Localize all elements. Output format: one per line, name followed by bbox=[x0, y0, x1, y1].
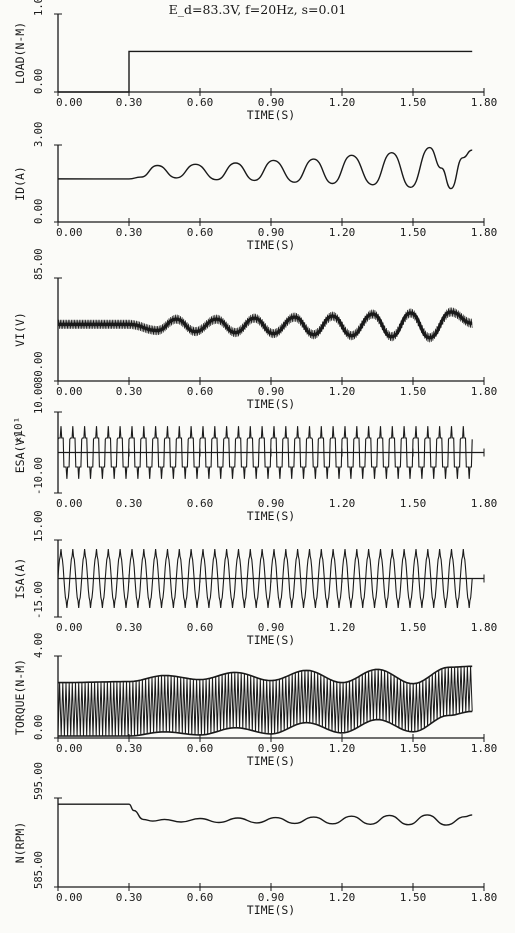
x-tick-label: 0.60 bbox=[187, 96, 214, 109]
x-tick-label: 0.90 bbox=[258, 226, 285, 239]
x-tick-label: 0.30 bbox=[116, 621, 143, 634]
x-tick-label: 0.00 bbox=[56, 96, 83, 109]
y-tick-label: 0.00 bbox=[33, 69, 45, 94]
x-tick-label: 0.00 bbox=[56, 226, 83, 239]
x-axis-label: TIME(S) bbox=[247, 754, 295, 768]
x-tick-label: 1.50 bbox=[400, 742, 427, 755]
x-tick-label: 1.20 bbox=[329, 497, 356, 510]
y-axis-label: TORQUE(N-M) bbox=[13, 659, 27, 735]
x-tick-label: 0.90 bbox=[258, 891, 285, 904]
x-tick-label: 1.50 bbox=[400, 497, 427, 510]
x-tick-label: 0.30 bbox=[116, 891, 143, 904]
y-axis-label: VI(V) bbox=[13, 312, 27, 347]
x-tick-label: 0.00 bbox=[56, 742, 83, 755]
x-tick-label: 0.90 bbox=[258, 497, 285, 510]
y-tick-label: -10.00 bbox=[33, 457, 45, 495]
x-tick-label: 0.90 bbox=[258, 742, 285, 755]
y-multiplier-label: ×10¹ bbox=[12, 417, 25, 444]
y-tick-label: 0.00 bbox=[33, 715, 45, 740]
y-tick-label: 80.00 bbox=[33, 351, 45, 383]
x-tick-label: 0.60 bbox=[187, 385, 214, 398]
y-axis-label: ISA(A) bbox=[13, 558, 27, 600]
x-tick-label: 1.50 bbox=[400, 96, 427, 109]
y-axis-label: N(RPM) bbox=[13, 822, 27, 864]
y-tick-label: 3.00 bbox=[33, 122, 45, 147]
x-axis-label: TIME(S) bbox=[247, 397, 295, 411]
y-tick-label: 10.00 bbox=[33, 382, 45, 414]
x-tick-label: 1.50 bbox=[400, 385, 427, 398]
x-tick-label: 1.80 bbox=[471, 891, 498, 904]
x-tick-label: 1.80 bbox=[471, 226, 498, 239]
y-tick-label: 15.00 bbox=[33, 510, 45, 542]
x-tick-label: 1.20 bbox=[329, 621, 356, 634]
x-tick-label: 1.80 bbox=[471, 742, 498, 755]
y-axis-label: ID(A) bbox=[13, 166, 27, 201]
x-axis-label: TIME(S) bbox=[247, 238, 295, 252]
data-line bbox=[57, 426, 473, 479]
x-tick-label: 0.60 bbox=[187, 742, 214, 755]
x-tick-label: 0.00 bbox=[56, 497, 83, 510]
x-tick-label: 1.20 bbox=[329, 96, 356, 109]
x-tick-label: 0.90 bbox=[258, 621, 285, 634]
y-tick-label: 85.00 bbox=[33, 248, 45, 280]
x-tick-label: 1.80 bbox=[471, 621, 498, 634]
data-line bbox=[57, 666, 473, 737]
x-tick-label: 0.90 bbox=[258, 96, 285, 109]
x-tick-label: 0.00 bbox=[56, 621, 83, 634]
x-tick-label: 1.80 bbox=[471, 497, 498, 510]
y-tick-label: -15.00 bbox=[33, 581, 45, 619]
x-tick-label: 0.60 bbox=[187, 497, 214, 510]
data-line bbox=[57, 146, 473, 190]
x-tick-label: 1.50 bbox=[400, 226, 427, 239]
y-tick-label: 1.00 bbox=[33, 0, 45, 16]
x-axis-label: TIME(S) bbox=[247, 509, 295, 523]
x-tick-label: 1.50 bbox=[400, 891, 427, 904]
x-tick-label: 1.80 bbox=[471, 96, 498, 109]
x-tick-label: 0.30 bbox=[116, 385, 143, 398]
y-axis-label: LOAD(N-M) bbox=[13, 22, 27, 84]
data-ripple bbox=[57, 319, 130, 329]
y-tick-label: 595.00 bbox=[33, 762, 45, 800]
data-ripple bbox=[128, 307, 473, 343]
x-tick-label: 1.20 bbox=[329, 226, 356, 239]
x-tick-label: 0.60 bbox=[187, 226, 214, 239]
x-tick-label: 0.30 bbox=[116, 96, 143, 109]
x-tick-label: 1.20 bbox=[329, 742, 356, 755]
y-tick-label: 0.00 bbox=[33, 199, 45, 224]
x-tick-label: 0.30 bbox=[116, 742, 143, 755]
y-axis-label: ESA(V) bbox=[13, 432, 27, 474]
data-line bbox=[57, 548, 473, 609]
x-tick-label: 1.20 bbox=[329, 385, 356, 398]
data-line bbox=[57, 803, 473, 826]
x-tick-label: 0.90 bbox=[258, 385, 285, 398]
x-tick-label: 1.20 bbox=[329, 891, 356, 904]
x-tick-label: 1.50 bbox=[400, 621, 427, 634]
data-line bbox=[58, 50, 473, 93]
x-tick-label: 0.60 bbox=[187, 621, 214, 634]
x-tick-label: 1.80 bbox=[471, 385, 498, 398]
x-tick-label: 0.00 bbox=[56, 891, 83, 904]
y-tick-label: 4.00 bbox=[33, 633, 45, 658]
x-tick-label: 0.00 bbox=[56, 385, 83, 398]
envelope-line bbox=[58, 665, 473, 685]
x-axis-label: TIME(S) bbox=[247, 108, 295, 122]
x-axis-label: TIME(S) bbox=[247, 903, 295, 917]
figure-title: E_d=83.3V, f=20Hz, s=0.01 bbox=[168, 2, 347, 17]
x-tick-label: 0.60 bbox=[187, 891, 214, 904]
x-tick-label: 0.30 bbox=[116, 497, 143, 510]
y-tick-label: 585.00 bbox=[33, 851, 45, 889]
x-axis-label: TIME(S) bbox=[247, 633, 295, 647]
x-tick-label: 0.30 bbox=[116, 226, 143, 239]
envelope-line bbox=[58, 710, 473, 737]
